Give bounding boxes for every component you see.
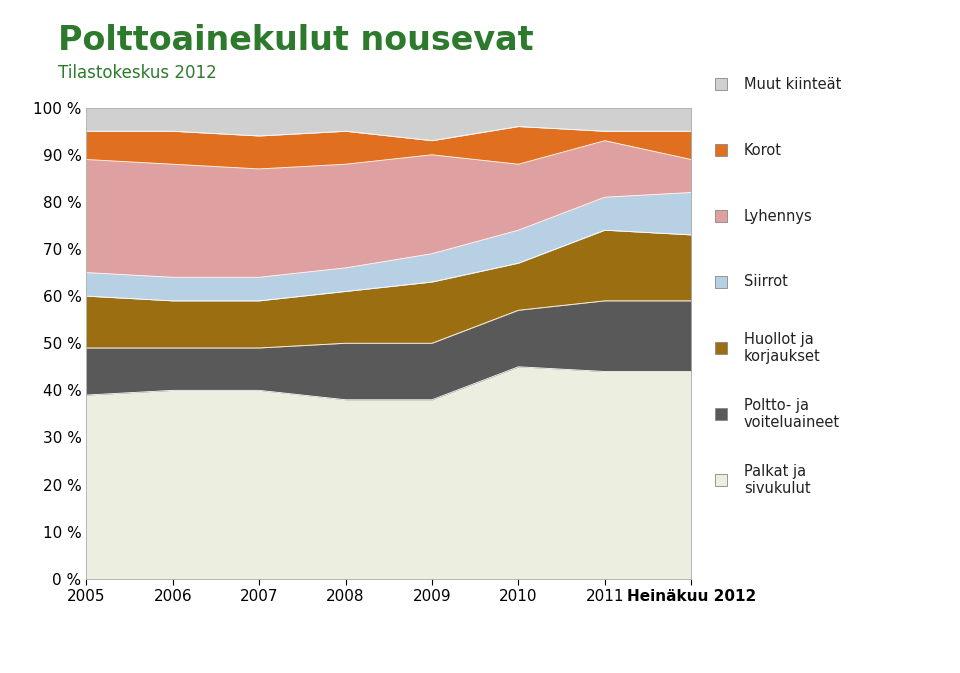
Text: Korot: Korot bbox=[744, 143, 782, 157]
Text: 6: 6 bbox=[932, 640, 941, 654]
Text: Palkat ja
sivukulut: Palkat ja sivukulut bbox=[744, 464, 810, 496]
Text: Polttoainekulut nousevat: Polttoainekulut nousevat bbox=[58, 24, 533, 57]
Text: Tilastokeskus 2012: Tilastokeskus 2012 bbox=[58, 64, 216, 82]
Text: Muut kiinteät: Muut kiinteät bbox=[744, 77, 841, 92]
Text: Lyhennys: Lyhennys bbox=[744, 209, 813, 223]
Text: Siirrot: Siirrot bbox=[744, 275, 788, 289]
Text: Poltto- ja
voiteluaineet: Poltto- ja voiteluaineet bbox=[744, 398, 840, 430]
Text: Huollot ja
korjaukset: Huollot ja korjaukset bbox=[744, 332, 821, 364]
Text: 9/3/2012: 9/3/2012 bbox=[19, 640, 82, 654]
